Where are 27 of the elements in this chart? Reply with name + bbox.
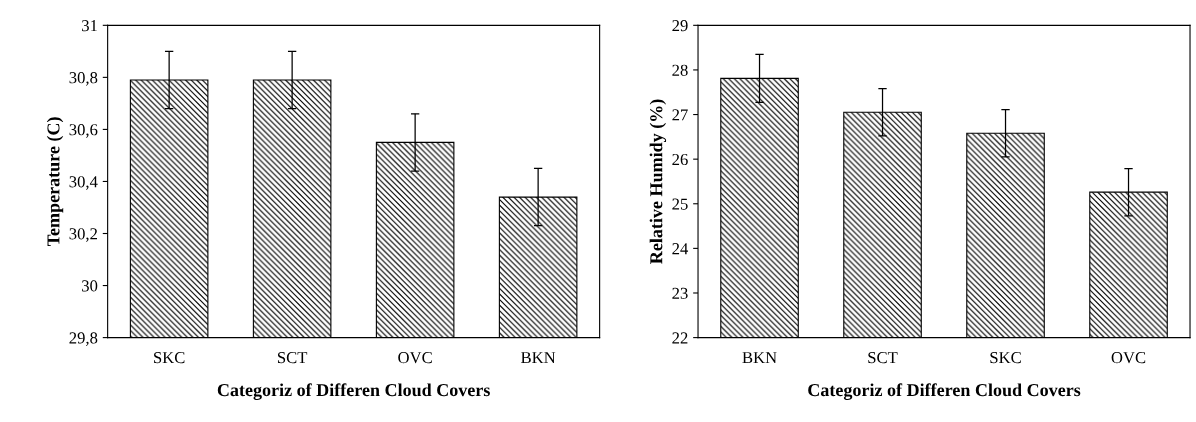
y-tick-label: 28 — [672, 64, 688, 76]
x-tick-label: BKN — [742, 352, 777, 364]
y-axis-title: Relative Humidy (%) — [649, 99, 667, 264]
x-tick-label: SCT — [277, 352, 308, 364]
x-tick-label: OVC — [398, 352, 432, 364]
x-tick-label: SKC — [154, 352, 185, 364]
x-tick-label: OVC — [1111, 352, 1146, 364]
x-axis-title: Categoriz of Differen Cloud Covers — [808, 383, 1081, 400]
x-tick-label: BKN — [521, 352, 556, 364]
y-tick-label: 30 — [82, 280, 98, 292]
y-tick-label: 29 — [672, 20, 688, 32]
y-axis-title: Temperature (C) — [46, 117, 64, 247]
y-tick-label: 30,6 — [69, 124, 98, 138]
x-axis-title: Categoriz of Differen Cloud Covers — [217, 383, 490, 400]
y-tick-label: 23 — [672, 287, 688, 299]
y-tick-label: 29,8 — [69, 332, 98, 346]
y-tick-label: 22 — [672, 332, 688, 344]
y-tick-label: 31 — [82, 20, 97, 32]
y-tick-label: 24 — [672, 243, 689, 255]
y-tick-label: 30,2 — [69, 228, 97, 242]
x-tick-label: SCT — [868, 352, 898, 364]
y-tick-label: 26 — [672, 153, 688, 166]
x-tick-label: SKC — [990, 352, 1021, 364]
y-tick-label: 25 — [672, 198, 688, 210]
y-tick-label: 30,4 — [69, 176, 98, 190]
y-tick-label: 30,8 — [69, 72, 98, 86]
y-tick-label: 27 — [672, 109, 688, 121]
